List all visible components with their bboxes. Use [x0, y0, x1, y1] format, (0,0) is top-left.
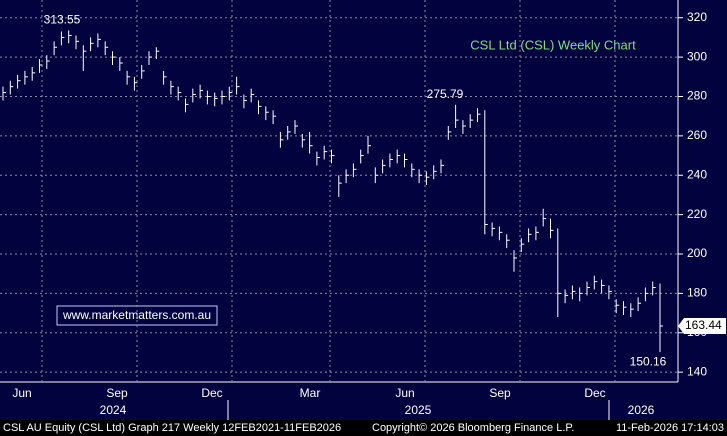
y-tick-label: 140 [687, 364, 707, 378]
y-tick-label: 220 [687, 207, 707, 221]
y-tick-label: 280 [687, 89, 707, 103]
year-label: 2024 [100, 403, 127, 417]
x-tick-label: Dec [584, 386, 605, 400]
footer-right: 11-Feb-2026 17:14:03 [616, 422, 724, 434]
y-tick-label: 240 [687, 167, 707, 181]
last-price-label: 163.44 [685, 318, 722, 332]
background [0, 0, 727, 420]
year-label: 2025 [405, 403, 432, 417]
x-tick-label: Mar [300, 386, 321, 400]
x-tick-label: Sep [106, 386, 128, 400]
x-tick-label: Jun [12, 386, 31, 400]
year-label: 2026 [628, 403, 655, 417]
footer-bar [0, 420, 727, 436]
footer-mid: Copyright© 2026 Bloomberg Finance L.P. [372, 422, 574, 434]
last-price-pointer [678, 317, 726, 334]
annotation: 275.79 [427, 87, 464, 101]
x-tick-label: Jun [395, 386, 414, 400]
y-tick-label: 320 [687, 10, 707, 24]
y-tick-label: 300 [687, 49, 707, 63]
annotation: 150.16 [630, 354, 667, 368]
x-tick-label: Sep [489, 386, 511, 400]
y-tick-label: 260 [687, 128, 707, 142]
y-tick-label: 180 [687, 286, 707, 300]
x-tick-label: Dec [201, 386, 222, 400]
footer-left: CSL AU Equity (CSL Ltd) Graph 217 Weekly… [3, 422, 341, 434]
annotation: 313.55 [44, 13, 81, 27]
chart-title: CSL Ltd (CSL) Weekly Chart [470, 37, 636, 52]
y-tick-label: 200 [687, 246, 707, 260]
